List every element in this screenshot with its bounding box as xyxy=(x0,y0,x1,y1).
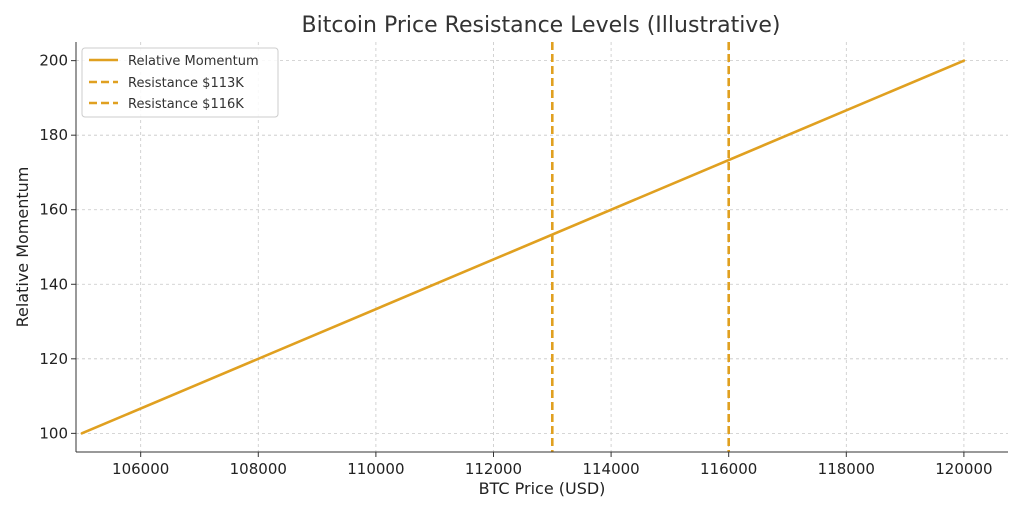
tick-labels: 106000 108000 110000 112000 114000 116000 1180… xyxy=(39,52,992,478)
y-tick-label: 160 xyxy=(39,201,68,219)
legend-label-resistance-116k: Resistance $116K xyxy=(128,97,244,112)
x-tick-label: 120000 xyxy=(935,460,992,478)
x-tick-label: 114000 xyxy=(582,460,639,478)
y-tick-label: 120 xyxy=(39,350,68,368)
grid xyxy=(76,42,1008,452)
y-tick-label: 100 xyxy=(39,424,68,442)
y-tick-label: 180 xyxy=(39,126,68,144)
x-tick-label: 116000 xyxy=(700,460,757,478)
axes xyxy=(71,42,1008,457)
y-tick-label: 140 xyxy=(39,275,68,293)
x-tick-label: 108000 xyxy=(230,460,287,478)
legend: Relative Momentum Resistance $113K Resis… xyxy=(81,47,279,118)
series-line-relative-momentum xyxy=(80,59,966,435)
legend-label-resistance-113k: Resistance $113K xyxy=(128,76,244,91)
x-tick-label: 106000 xyxy=(112,460,169,478)
x-tick-label: 112000 xyxy=(465,460,522,478)
legend-label-relative-momentum: Relative Momentum xyxy=(128,54,259,69)
x-tick-label: 118000 xyxy=(818,460,875,478)
legend-box xyxy=(81,47,279,118)
chart-title: Bitcoin Price Resistance Levels (Illustr… xyxy=(302,13,781,38)
x-axis-label: BTC Price (USD) xyxy=(479,479,606,498)
y-tick-label: 200 xyxy=(39,52,68,70)
x-tick-label: 110000 xyxy=(347,460,404,478)
plot-marks xyxy=(80,42,966,452)
y-axis-label: Relative Momentum xyxy=(13,167,32,328)
